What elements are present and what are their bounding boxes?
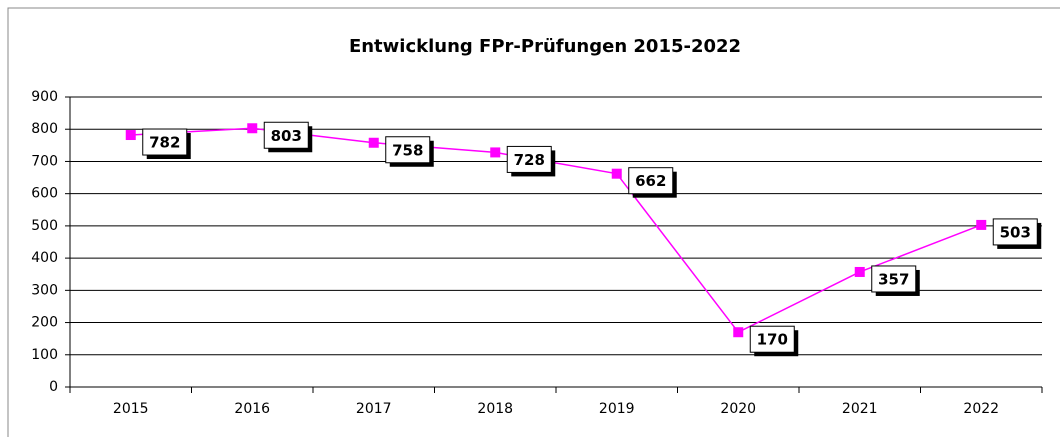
x-tick-label: 2018: [477, 401, 513, 417]
data-label-box: [749, 325, 795, 353]
data-point: [733, 327, 744, 338]
data-label-box: [628, 167, 674, 195]
x-tick-label: 2016: [234, 401, 270, 417]
x-tick-label: 2020: [720, 401, 756, 417]
data-label-box: [992, 218, 1038, 246]
data-point: [247, 123, 258, 134]
x-tick-label: 2022: [963, 401, 999, 417]
data-label: 357: [878, 270, 909, 288]
y-tick-label: 400: [31, 250, 58, 266]
x-tick-label: 2017: [356, 401, 392, 417]
chart-title: Entwicklung FPr-Prüfungen 2015-2022: [349, 36, 741, 57]
data-point: [976, 219, 987, 230]
x-tick-label: 2019: [599, 401, 635, 417]
data-label-box: [385, 136, 431, 164]
data-label-box: [263, 121, 309, 149]
chart-border: [7, 7, 1060, 437]
data-label: 782: [149, 134, 180, 152]
y-tick-label: 100: [31, 347, 58, 363]
data-label-box: [871, 265, 917, 293]
x-tick-label: 2021: [842, 401, 878, 417]
y-tick-label: 800: [31, 121, 58, 137]
data-label: 758: [392, 141, 423, 159]
y-tick-label: 200: [31, 315, 58, 331]
data-label: 503: [1000, 223, 1031, 241]
data-point: [854, 266, 865, 277]
data-label-box: [142, 128, 188, 156]
data-label: 662: [635, 172, 666, 190]
data-label-box: [506, 145, 552, 173]
y-tick-label: 900: [31, 89, 58, 105]
y-tick-label: 700: [31, 153, 58, 169]
data-label: 728: [514, 151, 545, 169]
x-tick-label: 2015: [113, 401, 149, 417]
data-point: [490, 147, 501, 158]
data-point: [125, 130, 136, 141]
y-tick-label: 300: [31, 282, 58, 298]
y-tick-label: 500: [31, 218, 58, 234]
data-point: [611, 168, 622, 179]
data-label: 170: [757, 331, 788, 349]
y-tick-label: 600: [31, 186, 58, 202]
data-point: [368, 137, 379, 148]
y-tick-label: 0: [49, 379, 58, 395]
data-label: 803: [271, 127, 302, 145]
